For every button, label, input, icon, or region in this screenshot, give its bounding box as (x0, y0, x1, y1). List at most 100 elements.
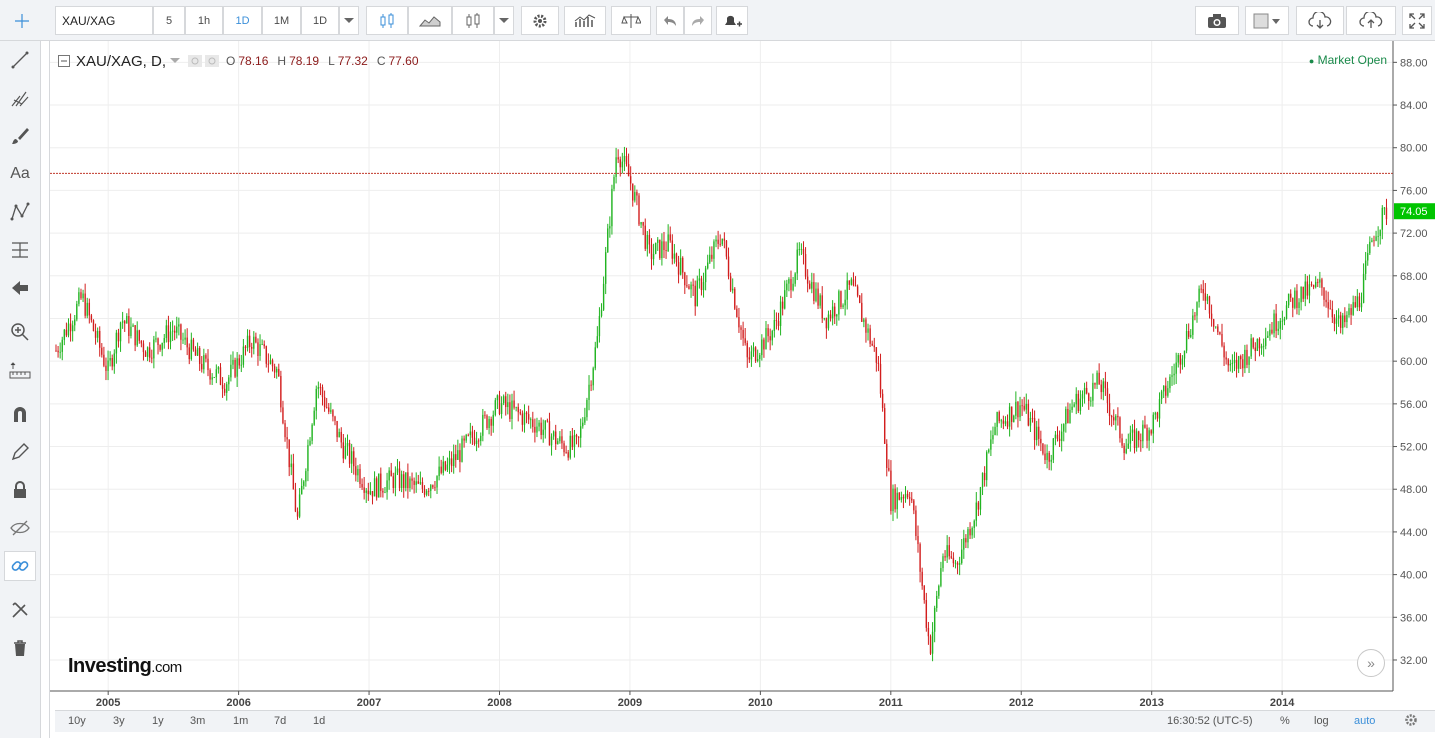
interval-custom[interactable]: 1D (301, 6, 339, 35)
candle-body (1054, 434, 1057, 439)
lock-drawings-tool[interactable] (4, 475, 36, 505)
settings-button[interactable] (521, 6, 559, 35)
magnet-tool[interactable] (4, 399, 36, 429)
candle-body (563, 443, 565, 453)
candle-body (248, 335, 251, 347)
candle-body (1023, 405, 1025, 410)
candle-body (836, 314, 838, 317)
undo-button[interactable] (656, 6, 684, 35)
candle-body (1113, 417, 1115, 421)
range-1y[interactable]: 1y (152, 715, 164, 727)
price-chart[interactable]: 32.00 36.00 40.00 44.00 48.00 52.00 56.00 60.00… (50, 41, 1435, 738)
alert-button[interactable] (716, 6, 748, 35)
x-axis-panel[interactable] (50, 691, 1435, 710)
interval-1h[interactable]: 1h (185, 6, 223, 35)
candle-body (428, 490, 430, 492)
candle-body (963, 538, 965, 550)
candle-body (357, 468, 359, 476)
interval-1m[interactable]: 1M (262, 6, 301, 35)
interval-dropdown[interactable] (339, 6, 359, 35)
hide-drawings-tool[interactable] (4, 513, 36, 543)
candle-body (1240, 356, 1242, 360)
fib-tool[interactable] (4, 235, 36, 265)
redo-button[interactable] (684, 6, 712, 35)
candle-body (1244, 349, 1246, 369)
candle-body (786, 283, 788, 291)
candle-body (586, 399, 588, 418)
y-axis-panel[interactable] (1393, 41, 1435, 711)
candle-body (711, 254, 713, 259)
fullscreen-button[interactable] (1402, 6, 1432, 35)
tools-icon (12, 602, 28, 618)
candle-body (1119, 417, 1121, 439)
range-7d[interactable]: 7d (274, 715, 287, 727)
brush-tool[interactable] (4, 121, 36, 151)
candle-style-button[interactable] (366, 6, 408, 35)
symbol-input[interactable]: XAU/XAG (55, 6, 153, 35)
candle-body (276, 368, 278, 373)
trend-line-tool[interactable] (4, 45, 36, 75)
auto-toggle[interactable]: auto (1354, 715, 1376, 727)
candle-body (1229, 363, 1232, 366)
high-label: H (277, 54, 287, 68)
load-layout-button[interactable] (1296, 6, 1344, 35)
candle-body (1077, 393, 1080, 411)
legend-settings-icon[interactable] (188, 54, 222, 68)
candle-body (475, 440, 478, 445)
candle-body (781, 301, 784, 309)
log-toggle[interactable]: log (1314, 715, 1329, 727)
x-tick-label: 2007 (357, 697, 381, 709)
interval-1d[interactable]: 1D (223, 6, 262, 35)
indicators-button[interactable] (564, 6, 606, 35)
area-style-button[interactable] (408, 6, 452, 35)
candle-body (961, 549, 963, 564)
candle-body (929, 636, 932, 654)
chevron-down-icon[interactable] (170, 58, 181, 64)
range-10y[interactable]: 10y (68, 715, 86, 727)
pitchfork-tool[interactable] (4, 83, 36, 113)
snapshot-button[interactable] (1195, 6, 1239, 35)
candle-body (223, 388, 226, 393)
collapse-icon[interactable] (58, 55, 70, 67)
chart-area[interactable]: 32.00 36.00 40.00 44.00 48.00 52.00 56.00 60.00… (49, 41, 1435, 738)
candle-body (1256, 338, 1259, 352)
candle-body (1138, 431, 1140, 441)
scroll-to-realtime-button[interactable]: » (1357, 649, 1385, 677)
bar-style-button[interactable] (452, 6, 494, 35)
candle-body (819, 295, 821, 306)
stay-drawing-tool[interactable] (4, 437, 36, 467)
candle-body (188, 347, 190, 360)
clock[interactable]: 16:30:52 (UTC-5) (1167, 715, 1253, 727)
y-tick-label: 48.00 (1400, 484, 1428, 496)
candle-body (521, 413, 524, 425)
range-3y[interactable]: 3y (113, 715, 125, 727)
remove-tool[interactable] (4, 595, 36, 625)
range-3m[interactable]: 3m (190, 715, 206, 727)
candle-body (534, 426, 536, 433)
y-tick-label: 84.00 (1400, 100, 1428, 112)
chart-style-dropdown[interactable] (494, 6, 514, 35)
measure-tool[interactable] (4, 355, 36, 385)
zoom-tool[interactable] (4, 317, 36, 347)
crosshair-button[interactable] (2, 6, 42, 35)
save-layout-button[interactable] (1346, 6, 1396, 35)
candle-body (1312, 284, 1315, 288)
interval-5[interactable]: 5 (153, 6, 185, 35)
candle-body (592, 368, 594, 386)
sync-drawings-tool[interactable] (4, 551, 36, 581)
pattern-tool[interactable] (4, 197, 36, 227)
range-1d[interactable]: 1d (313, 715, 326, 727)
range-1m[interactable]: 1m (233, 715, 249, 727)
candle-body (359, 468, 361, 484)
candle-body (1098, 372, 1100, 385)
candle-body (515, 406, 517, 408)
compare-button[interactable] (611, 6, 651, 35)
delete-tool[interactable] (4, 633, 36, 663)
candle-body (765, 328, 767, 350)
scale-settings-button[interactable] (1404, 713, 1418, 730)
percent-toggle[interactable]: % (1280, 715, 1290, 727)
text-tool[interactable]: Aa (4, 159, 36, 189)
color-picker-button[interactable] (1245, 6, 1289, 35)
candle-body (715, 239, 717, 242)
arrow-tool[interactable] (4, 273, 36, 303)
